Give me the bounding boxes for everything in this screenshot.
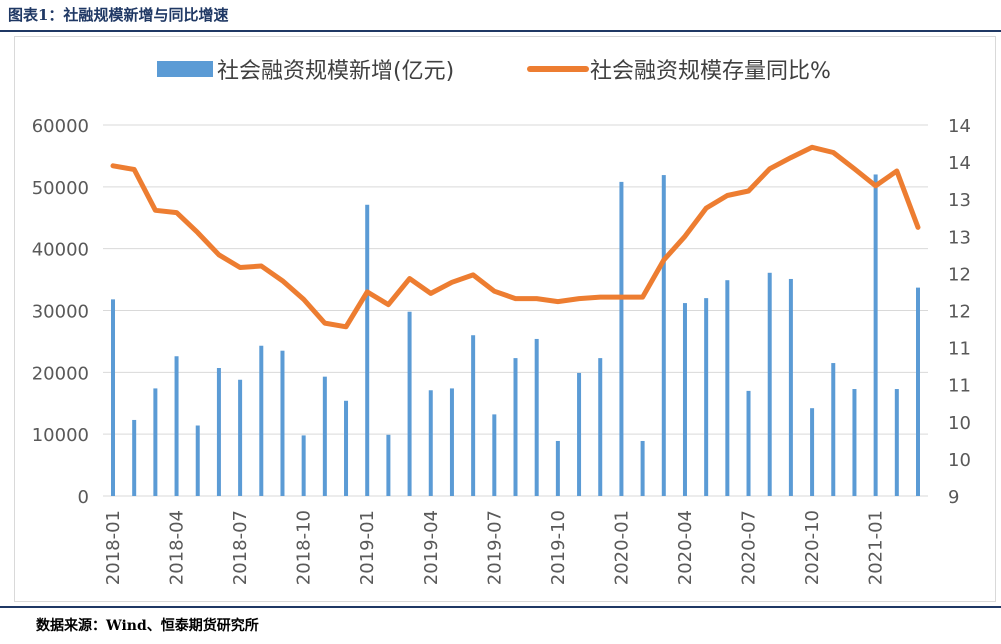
- y-right-tick-label: 14: [948, 153, 971, 174]
- bar: [449, 388, 454, 496]
- legend-swatch-bar: [157, 61, 213, 77]
- bar: [661, 175, 666, 496]
- y-right-tick-label: 11: [948, 376, 971, 397]
- y-right-tick-label: 13: [948, 190, 971, 211]
- bar: [471, 335, 476, 496]
- bar: [259, 345, 264, 496]
- x-tick-label: 2019-07: [484, 510, 505, 585]
- y-left-tick-label: 30000: [32, 302, 89, 323]
- bar: [852, 389, 857, 496]
- top-rule: [0, 30, 1001, 32]
- bar: [534, 338, 539, 496]
- x-tick-label: 2021-01: [866, 510, 887, 585]
- bar: [894, 389, 899, 496]
- bar-series: [111, 174, 920, 497]
- bar: [492, 414, 497, 496]
- y-left-tick-label: 20000: [32, 363, 89, 384]
- bar: [555, 440, 560, 496]
- bar: [322, 376, 327, 496]
- y-right-tick-label: 10: [948, 450, 971, 471]
- bar: [577, 372, 582, 496]
- x-tick-label: 2020-04: [675, 510, 696, 585]
- y-right-tick-label: 13: [948, 227, 971, 248]
- bottom-rule: [0, 606, 1001, 608]
- axes: 0 10000 20000 30000 40000 50000 60000 9 10 10 11 11…: [32, 116, 971, 585]
- x-tick-label: 2020-07: [739, 510, 760, 585]
- legend-label-line: 社会融资规模存量同比%: [590, 59, 831, 84]
- line-path: [110, 144, 921, 330]
- legend: 社会融资规模新增(亿元) 社会融资规模存量同比%: [157, 59, 831, 84]
- bar: [153, 388, 158, 496]
- x-tick-label: 2020-10: [802, 510, 823, 585]
- bar: [831, 363, 836, 496]
- bar: [682, 303, 687, 496]
- bar: [788, 278, 793, 496]
- bar: [386, 434, 391, 496]
- x-tick-label: 2018-10: [294, 510, 315, 585]
- x-tick-label: 2019-10: [548, 510, 569, 585]
- chart-title: 图表1：社融规模新增与同比增速: [8, 6, 229, 24]
- bar: [513, 358, 518, 496]
- bar: [873, 174, 878, 496]
- bar: [407, 311, 412, 496]
- y-left-tick-label: 60000: [32, 116, 89, 137]
- bar: [916, 287, 920, 496]
- y-right-tick-label: 10: [948, 413, 971, 434]
- y-right-tick-label: 14: [948, 116, 971, 137]
- bar: [344, 400, 349, 496]
- bar: [767, 272, 772, 496]
- x-tick-label: 2018-04: [167, 510, 188, 585]
- y-left-tick-label: 0: [78, 487, 89, 508]
- y-right-tick-label: 12: [948, 302, 971, 323]
- y-left-tick-label: 50000: [32, 178, 89, 199]
- legend-label-bar: 社会融资规模新增(亿元): [217, 59, 454, 84]
- y-right-tick-label: 12: [948, 264, 971, 285]
- bar: [132, 419, 137, 496]
- x-tick-label: 2020-01: [611, 510, 632, 585]
- bar: [238, 379, 243, 496]
- x-tick-label: 2018-01: [103, 510, 124, 585]
- bar: [365, 204, 370, 496]
- bar: [810, 408, 815, 496]
- bar: [280, 350, 285, 496]
- bar: [174, 356, 179, 496]
- bar: [216, 368, 221, 496]
- bar: [111, 299, 115, 496]
- bar: [598, 358, 603, 496]
- x-tick-label: 2019-01: [357, 510, 378, 585]
- bar: [640, 440, 645, 496]
- chart-frame: [14, 36, 996, 602]
- y-left-tick-label: 10000: [32, 425, 89, 446]
- bar: [195, 425, 200, 496]
- line-series: [110, 144, 921, 330]
- y-right-tick-label: 9: [948, 487, 959, 508]
- bar: [725, 280, 730, 496]
- bar: [704, 298, 709, 496]
- bar: [301, 435, 306, 496]
- bar: [619, 181, 624, 497]
- source-note: 数据来源：Wind、恒泰期货研究所: [36, 618, 259, 634]
- x-tick-label: 2019-04: [421, 510, 442, 585]
- y-left-tick-label: 40000: [32, 240, 89, 261]
- x-tick-label: 2018-07: [230, 510, 251, 585]
- y-right-tick-label: 11: [948, 339, 971, 360]
- bar: [428, 390, 433, 496]
- bar: [746, 390, 751, 496]
